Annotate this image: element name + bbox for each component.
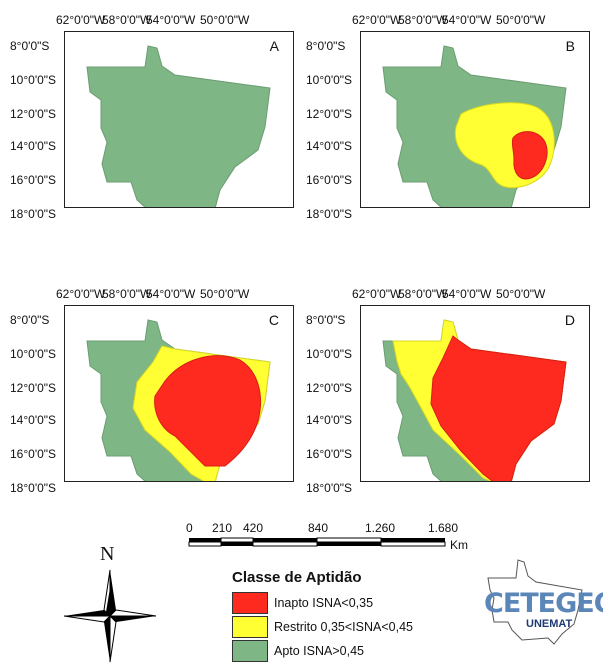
map-panel-a: A: [64, 31, 294, 208]
map-a-svg: [86, 45, 271, 207]
latitude-label: 10°0'0"S: [306, 73, 353, 87]
zone-inapto: [511, 131, 548, 180]
panel-letter: C: [268, 312, 279, 328]
scale-seg: [189, 538, 221, 542]
scale-seg: [253, 538, 317, 542]
scale-label: 1.260: [365, 521, 396, 535]
longitude-label: 62°0'0"W: [352, 287, 402, 301]
longitude-label: 58°0'0"W: [398, 287, 448, 301]
longitude-label: 50°0'0"W: [496, 13, 546, 27]
latitude-label: 12°0'0"S: [306, 107, 353, 121]
legend-label: Restrito 0,35<ISNA<0,45: [274, 620, 413, 634]
latitude-label: 16°0'0"S: [10, 173, 57, 187]
map-d-svg: [382, 319, 567, 481]
scale-seg: [252, 541, 318, 547]
scale-seg: [221, 542, 253, 546]
latitude-label: 12°0'0"S: [10, 381, 57, 395]
latitude-label: 14°0'0"S: [306, 139, 353, 153]
longitude-label: 54°0'0"W: [146, 287, 196, 301]
longitude-label: 50°0'0"W: [200, 287, 250, 301]
latitude-label: 16°0'0"S: [306, 447, 353, 461]
latitude-label: 10°0'0"S: [306, 347, 353, 361]
latitude-label: 8°0'0"S: [10, 39, 50, 53]
longitude-label: 50°0'0"W: [496, 287, 546, 301]
latitude-label: 16°0'0"S: [306, 173, 353, 187]
scale-seg: [316, 537, 382, 543]
map-c-svg: [86, 319, 271, 481]
longitude-label: 62°0'0"W: [56, 287, 106, 301]
scale-unit: Km: [450, 538, 468, 552]
scale-label: 420: [243, 521, 264, 535]
scale-bar: [188, 537, 446, 547]
legend-swatch: [232, 616, 268, 638]
state-outline-apto: [86, 45, 271, 207]
longitude-label: 50°0'0"W: [200, 13, 250, 27]
latitude-label: 14°0'0"S: [10, 139, 57, 153]
longitude-label: 62°0'0"W: [56, 13, 106, 27]
longitude-label: 58°0'0"W: [102, 13, 152, 27]
longitude-label: 54°0'0"W: [146, 13, 196, 27]
north-arrow-icon: [63, 569, 157, 663]
scale-label: 210: [212, 521, 233, 535]
zone-inapto: [430, 335, 567, 481]
scale-label: 840: [308, 521, 329, 535]
longitude-label: 58°0'0"W: [102, 287, 152, 301]
latitude-label: 12°0'0"S: [306, 381, 353, 395]
scale-seg: [188, 541, 222, 547]
legend-title: Classe de Aptidão: [232, 569, 362, 586]
legend-item-inapto: Inapto ISNA<0,35: [232, 591, 373, 615]
legend-label: Apto ISNA>0,45: [274, 644, 364, 658]
scale-seg: [317, 542, 381, 546]
map-b-svg: [382, 45, 567, 207]
legend-item-restrito: Restrito 0,35<ISNA<0,45: [232, 615, 413, 639]
logo-text: CETEGEO: [484, 588, 603, 619]
scale-seg: [381, 538, 445, 542]
legend-swatch: [232, 640, 268, 662]
latitude-label: 18°0'0"S: [10, 207, 57, 221]
latitude-label: 12°0'0"S: [10, 107, 57, 121]
legend-label: Inapto ISNA<0,35: [274, 596, 374, 610]
map-panel-c: C: [64, 305, 294, 482]
scale-label: 0: [186, 521, 193, 535]
latitude-label: 18°0'0"S: [306, 481, 353, 495]
legend-swatch: [232, 592, 268, 614]
scale-seg: [380, 541, 446, 547]
panel-letter: B: [565, 38, 575, 54]
latitude-label: 8°0'0"S: [10, 313, 50, 327]
latitude-label: 14°0'0"S: [306, 413, 353, 427]
state-silhouette-icon: [487, 559, 583, 645]
latitude-label: 8°0'0"S: [306, 39, 346, 53]
scale-seg: [220, 537, 254, 543]
map-panel-b: B: [360, 31, 590, 208]
longitude-label: 54°0'0"W: [442, 13, 492, 27]
zone-inapto: [154, 355, 262, 467]
latitude-label: 14°0'0"S: [10, 413, 57, 427]
latitude-label: 16°0'0"S: [10, 447, 57, 461]
longitude-label: 58°0'0"W: [398, 13, 448, 27]
latitude-label: 10°0'0"S: [10, 347, 57, 361]
cetegeo-logo: CETEGEO UNEMAT: [478, 548, 603, 648]
latitude-label: 8°0'0"S: [306, 313, 346, 327]
latitude-label: 18°0'0"S: [306, 207, 353, 221]
scale-label: 1.680: [428, 521, 459, 535]
panel-letter: D: [564, 312, 575, 328]
longitude-label: 54°0'0"W: [442, 287, 492, 301]
map-panel-d: D: [360, 305, 590, 482]
logo-subtext: UNEMAT: [526, 618, 573, 630]
legend-item-apto: Apto ISNA>0,45: [232, 639, 364, 663]
north-label: N: [100, 543, 115, 565]
panel-letter: A: [269, 38, 279, 54]
latitude-label: 10°0'0"S: [10, 73, 57, 87]
latitude-label: 18°0'0"S: [10, 481, 57, 495]
longitude-label: 62°0'0"W: [352, 13, 402, 27]
